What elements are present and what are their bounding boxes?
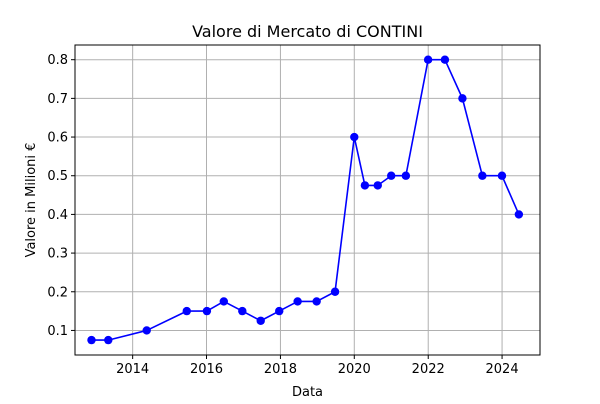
data-point: [312, 297, 321, 306]
data-point: [256, 316, 265, 325]
data-point-markers: [87, 55, 524, 345]
series-line-layer: [91, 58, 520, 341]
data-point: [293, 297, 302, 306]
data-point: [275, 306, 284, 316]
y-tick-label: 0.4: [47, 208, 68, 223]
x-tick-label: 2022: [412, 362, 445, 377]
y-tick-label: 0.2: [47, 285, 68, 300]
data-point: [360, 181, 370, 190]
y-tick-label: 0.1: [47, 324, 68, 339]
series-line: [91, 58, 520, 341]
data-point: [423, 55, 433, 64]
grid-lines: [75, 45, 540, 355]
plot-area-frame: [74, 44, 541, 356]
data-point: [458, 94, 467, 103]
data-point: [202, 306, 212, 316]
data-point: [87, 335, 96, 345]
y-tick-label: 0.8: [47, 53, 68, 68]
data-point: [440, 55, 450, 64]
y-tick-label: 0.7: [47, 92, 68, 107]
data-point: [387, 171, 396, 180]
chart-title: Valore di Mercato di CONTINI: [192, 22, 423, 41]
y-axis-label: Valore in Milioni €: [24, 143, 39, 258]
data-point: [219, 297, 228, 306]
x-tick-label: 2014: [116, 362, 149, 377]
y-tick-label: 0.3: [47, 247, 68, 262]
x-tick-label: 2016: [190, 362, 223, 377]
data-point: [514, 210, 524, 219]
y-tick-label: 0.5: [47, 169, 68, 184]
x-axis-label: Data: [292, 385, 323, 400]
data-point: [330, 287, 340, 296]
data-point: [401, 171, 411, 180]
data-point: [104, 335, 113, 345]
data-point: [350, 132, 359, 142]
axis-ticks: 2014 2016 2018 2020 2022 2024 0.1 0.2 0.3 0.4 0.5 0…: [47, 53, 518, 377]
data-point: [373, 181, 382, 190]
data-point: [497, 171, 507, 180]
x-tick-label: 2020: [338, 362, 371, 377]
y-tick-label: 0.6: [47, 131, 68, 146]
x-tick-label: 2024: [486, 362, 519, 377]
data-point: [182, 306, 191, 316]
data-point: [478, 171, 487, 180]
x-tick-label: 2018: [264, 362, 297, 377]
data-point: [238, 306, 247, 316]
data-point: [142, 326, 151, 335]
